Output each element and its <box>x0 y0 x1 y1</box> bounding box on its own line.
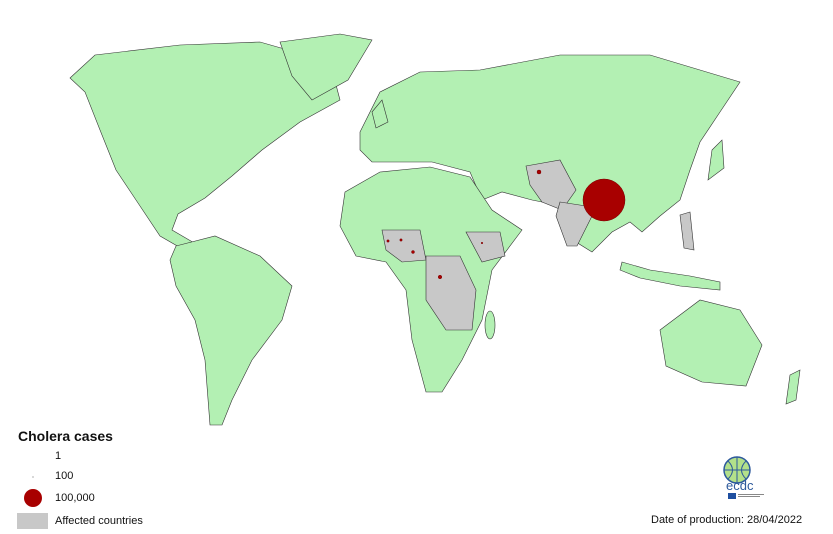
philippines <box>679 211 695 251</box>
svg-text:ecdc: ecdc <box>726 478 754 493</box>
south-america <box>169 235 293 426</box>
date-of-production: Date of production: 28/04/2022 <box>651 514 803 526</box>
bubble-cameroon-south <box>411 250 415 254</box>
legend-label-affected: Affected countries <box>55 515 143 527</box>
indonesia <box>619 261 721 291</box>
legend-label-100: 100 <box>55 470 74 482</box>
eurasia <box>359 54 741 253</box>
ethiopia <box>465 231 506 263</box>
new-zealand <box>785 369 801 405</box>
ecdc-logo: ecdc <box>718 455 770 506</box>
legend-label-1: 1 <box>55 450 62 462</box>
uk <box>371 99 389 129</box>
legend-title: Cholera cases <box>18 428 113 444</box>
drc-region <box>425 255 477 331</box>
bubble-cameroon <box>399 238 403 242</box>
madagascar <box>484 310 496 340</box>
legend-bubble-100 <box>32 476 34 478</box>
bubble-nigeria <box>386 239 390 243</box>
australia <box>659 299 763 387</box>
north-america <box>69 41 341 252</box>
japan <box>707 139 725 181</box>
bubble-drc <box>437 274 443 280</box>
legend-bubble-100000 <box>24 489 42 507</box>
greenland <box>279 33 373 101</box>
bubble-afghanistan <box>536 169 542 175</box>
legend-label-100000: 100,000 <box>55 492 95 504</box>
case-bubbles <box>386 169 626 280</box>
west-africa <box>381 229 427 263</box>
legend-affected-swatch <box>17 513 48 529</box>
bubble-ethiopia <box>480 241 484 245</box>
bubble-bangladesh <box>582 178 626 222</box>
